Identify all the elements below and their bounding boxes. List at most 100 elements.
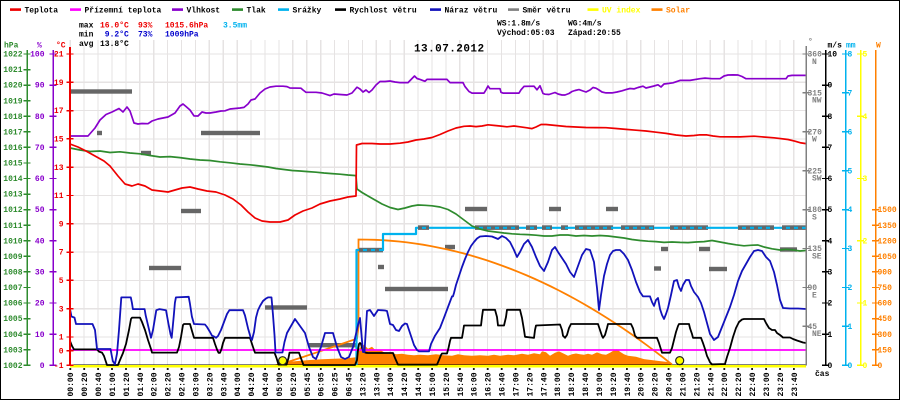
svg-text:1010: 1010 (3, 237, 22, 246)
svg-text:S: S (812, 213, 817, 222)
svg-text:1009: 1009 (3, 253, 22, 262)
svg-text:1016: 1016 (3, 144, 22, 153)
svg-text:0: 0 (59, 347, 64, 356)
svg-text:Směr větru: Směr větru (523, 6, 571, 15)
svg-text:1003: 1003 (3, 346, 22, 355)
svg-text:00:00: 00:00 (67, 372, 76, 396)
svg-text:1002: 1002 (3, 362, 22, 371)
svg-text:16:20: 16:20 (485, 372, 494, 396)
svg-text:WG:4m/s: WG:4m/s (568, 20, 602, 29)
svg-text:0: 0 (863, 362, 868, 371)
svg-text:E: E (812, 291, 817, 300)
svg-text:3: 3 (59, 305, 64, 314)
svg-text:225: 225 (808, 167, 823, 176)
svg-text:21: 21 (54, 51, 64, 60)
svg-text:17: 17 (54, 107, 64, 116)
svg-text:4: 4 (863, 113, 868, 122)
svg-text:1020: 1020 (3, 82, 22, 91)
svg-text:Solar: Solar (666, 6, 690, 15)
svg-text:čas: čas (815, 370, 830, 379)
svg-text:17:00: 17:00 (513, 372, 522, 396)
svg-text:1014: 1014 (3, 175, 22, 184)
svg-text:8: 8 (848, 51, 853, 60)
svg-text:00:40: 00:40 (95, 372, 104, 396)
svg-text:NE: NE (812, 330, 822, 339)
svg-text:7: 7 (848, 90, 853, 99)
svg-text:2: 2 (863, 237, 868, 246)
svg-text:8: 8 (828, 113, 833, 122)
svg-text:13:20: 13:20 (359, 372, 368, 396)
svg-text:14:00: 14:00 (387, 372, 396, 396)
svg-text:3: 3 (828, 269, 833, 278)
svg-text:300: 300 (878, 331, 893, 340)
svg-text:hPa: hPa (4, 42, 19, 51)
svg-text:73%: 73% (138, 31, 153, 40)
svg-text:19:20: 19:20 (610, 372, 619, 396)
svg-text:1: 1 (863, 300, 868, 309)
svg-text:14:40: 14:40 (415, 372, 424, 396)
svg-text:17:20: 17:20 (526, 372, 535, 396)
svg-text:1: 1 (59, 334, 64, 343)
svg-text:5: 5 (848, 167, 853, 176)
svg-text:23:00: 23:00 (763, 372, 772, 396)
svg-text:15:40: 15:40 (457, 372, 466, 396)
svg-text:21:40: 21:40 (707, 372, 716, 396)
svg-text:1007: 1007 (3, 284, 22, 293)
svg-text:04:40: 04:40 (262, 372, 271, 396)
svg-text:max: max (79, 21, 94, 30)
svg-text:1005: 1005 (3, 315, 22, 324)
svg-text:UV index: UV index (602, 6, 641, 15)
svg-text:03:40: 03:40 (220, 372, 229, 396)
svg-text:5: 5 (59, 277, 64, 286)
svg-text:9: 9 (59, 220, 64, 229)
svg-text:00:20: 00:20 (81, 372, 90, 396)
svg-text:1012: 1012 (3, 206, 22, 215)
svg-text:90: 90 (35, 82, 45, 91)
svg-text:m/s: m/s (828, 42, 843, 51)
svg-text:19:40: 19:40 (624, 372, 633, 396)
svg-text:03:20: 03:20 (206, 372, 215, 396)
svg-text:18:20: 18:20 (568, 372, 577, 396)
svg-text:1: 1 (828, 331, 833, 340)
svg-text:16:40: 16:40 (499, 372, 508, 396)
svg-text:60: 60 (35, 175, 45, 184)
svg-text:450: 450 (878, 315, 893, 324)
svg-text:16:00: 16:00 (471, 372, 480, 396)
svg-text:min: min (79, 31, 94, 40)
svg-text:11: 11 (54, 192, 64, 201)
svg-text:13.07.2012: 13.07.2012 (414, 44, 485, 56)
svg-text:02:20: 02:20 (165, 372, 174, 396)
svg-text:1009hPa: 1009hPa (165, 31, 199, 40)
svg-text:2: 2 (828, 300, 833, 309)
svg-text:0: 0 (878, 362, 883, 371)
svg-text:22:00: 22:00 (721, 372, 730, 396)
svg-text:05:00: 05:00 (276, 372, 285, 396)
svg-text:16.0°C: 16.0°C (100, 21, 129, 30)
svg-text:SE: SE (812, 252, 822, 261)
svg-text:1200: 1200 (878, 237, 897, 246)
svg-text:21:20: 21:20 (693, 372, 702, 396)
svg-text:10: 10 (828, 51, 838, 60)
svg-text:10: 10 (35, 331, 45, 340)
svg-text:mm: mm (846, 42, 856, 51)
svg-text:03:00: 03:00 (192, 372, 201, 396)
svg-text:270: 270 (808, 128, 823, 137)
svg-text:06:25: 06:25 (332, 372, 341, 396)
svg-text:2: 2 (848, 284, 853, 293)
svg-text:3: 3 (848, 245, 853, 254)
svg-text:01:40: 01:40 (137, 372, 146, 396)
svg-text:02:40: 02:40 (179, 372, 188, 396)
svg-text:01:00: 01:00 (109, 372, 118, 396)
svg-text:1013: 1013 (3, 191, 22, 200)
svg-text:1021: 1021 (3, 66, 22, 75)
svg-text:90: 90 (808, 284, 818, 293)
svg-text:20: 20 (35, 300, 45, 309)
svg-text:05:45: 05:45 (304, 372, 313, 396)
svg-text:17:40: 17:40 (540, 372, 549, 396)
svg-text:1015: 1015 (3, 160, 22, 169)
svg-text:05:20: 05:20 (290, 372, 299, 396)
svg-text:06:05: 06:05 (318, 372, 327, 396)
svg-text:Teplota: Teplota (25, 6, 59, 15)
svg-text:NW: NW (812, 97, 822, 106)
svg-text:45: 45 (808, 323, 818, 332)
